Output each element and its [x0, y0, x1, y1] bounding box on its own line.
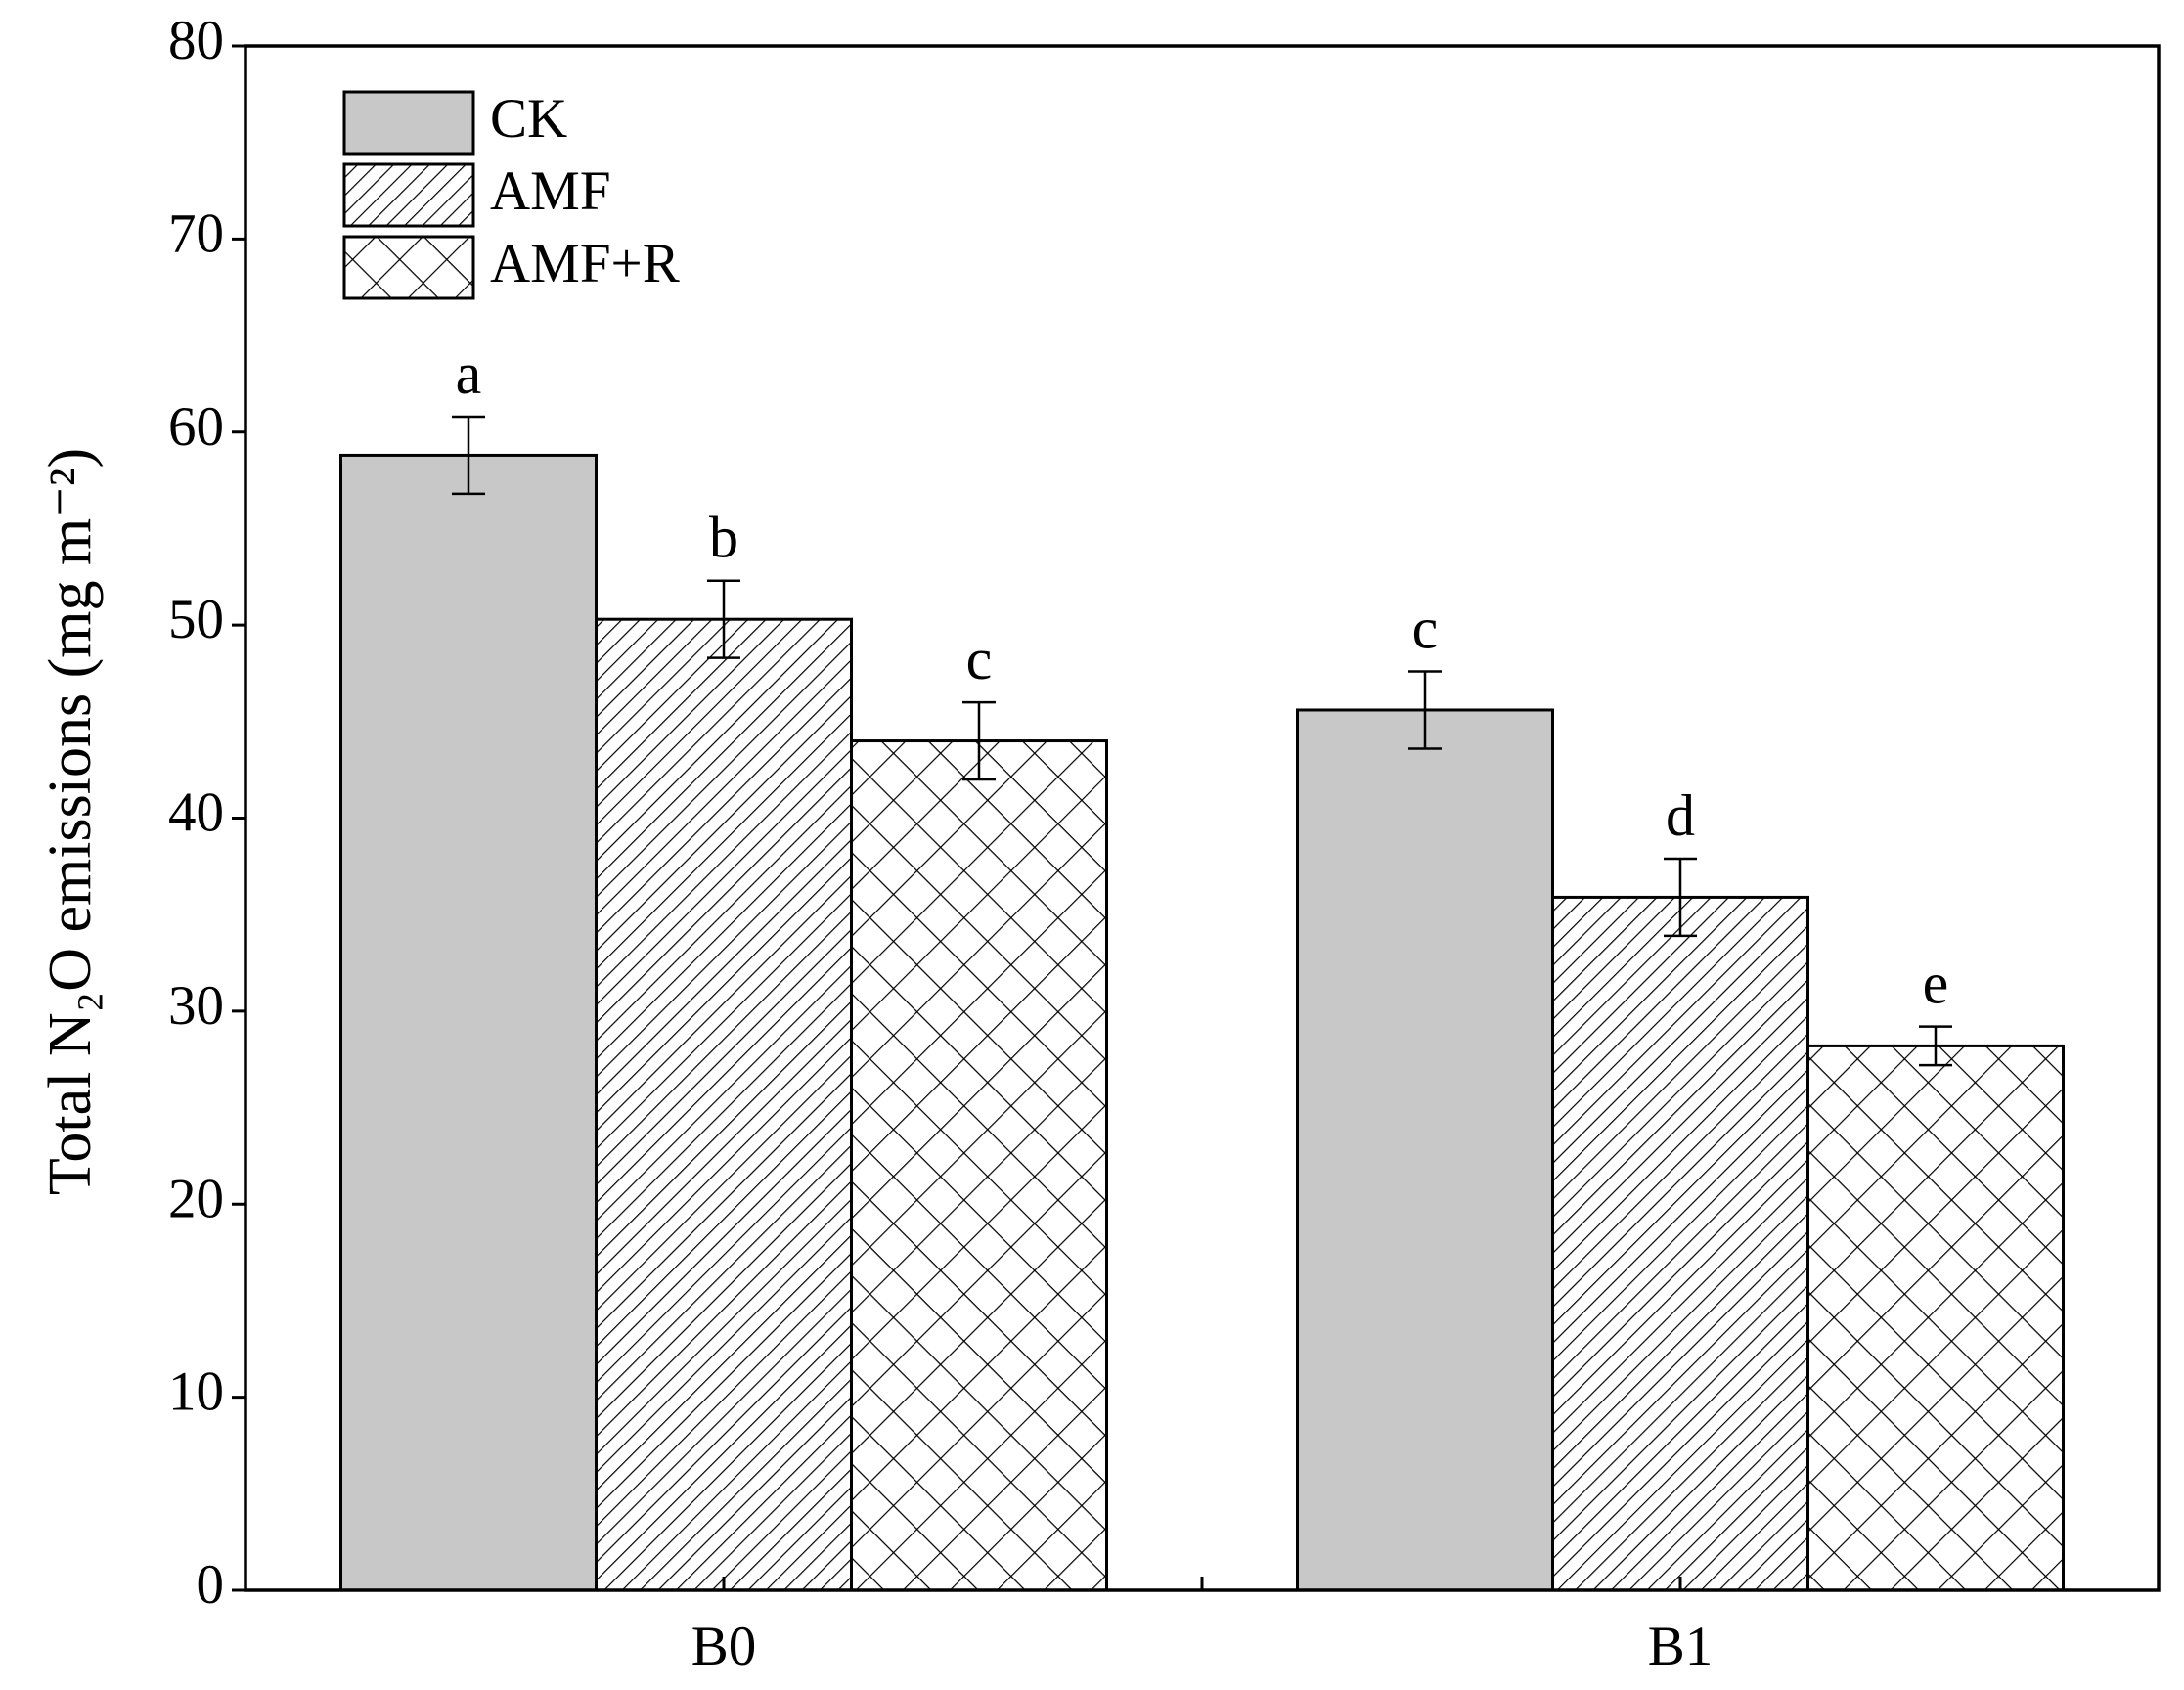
- y-tick-label: 40: [168, 782, 224, 844]
- legend-label: CK: [490, 88, 567, 150]
- significance-label: e: [1923, 952, 1949, 1016]
- y-tick-label: 80: [168, 10, 224, 71]
- legend-swatch: [342, 235, 475, 300]
- y-tick-label: 60: [168, 396, 224, 458]
- bar: [850, 739, 1108, 1592]
- significance-label: c: [1412, 596, 1439, 660]
- significance-label: c: [966, 627, 993, 691]
- x-tick-label: B1: [1648, 1616, 1714, 1677]
- x-tick-label: B0: [691, 1616, 757, 1677]
- bar: [595, 617, 853, 1592]
- bar: [1806, 1044, 2065, 1592]
- y-tick-label: 50: [168, 589, 224, 650]
- y-tick-label: 10: [168, 1361, 224, 1423]
- significance-label: a: [456, 341, 482, 406]
- y-tick-label: 0: [197, 1554, 225, 1616]
- significance-label: b: [709, 506, 738, 570]
- legend-swatch: [342, 90, 475, 156]
- y-axis-label: Total N₂O emissions (mg m⁻²): [37, 448, 104, 1195]
- y-tick-label: 30: [168, 975, 224, 1037]
- legend-swatch: [342, 162, 475, 228]
- y-tick-label: 70: [168, 202, 224, 264]
- bar: [1551, 895, 1809, 1592]
- bar: [339, 453, 598, 1592]
- legend-label: AMF+R: [490, 233, 680, 294]
- bar: [1296, 708, 1554, 1592]
- legend-label: AMF: [490, 160, 611, 222]
- plot-frame: [244, 44, 2161, 1592]
- y-tick-label: 20: [168, 1168, 224, 1229]
- significance-label: d: [1666, 783, 1695, 848]
